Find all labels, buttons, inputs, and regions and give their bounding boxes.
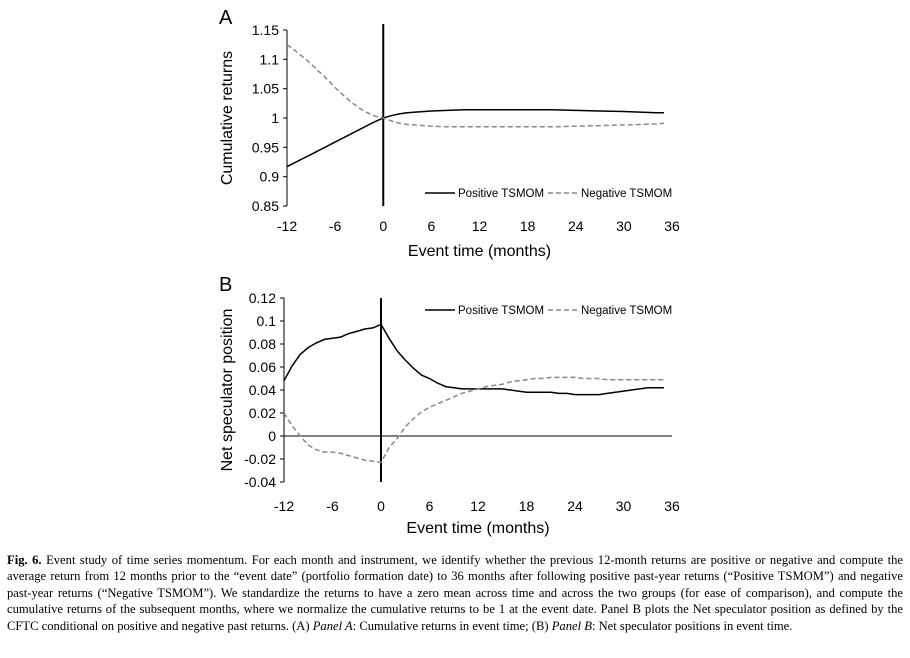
legend-label-positive: Positive TSMOM <box>458 305 544 317</box>
x-axis-label: Event time (months) <box>408 243 551 260</box>
x-tick-label: -6 <box>326 498 339 514</box>
y-tick-label: -0.02 <box>244 451 276 467</box>
x-tick-label: 0 <box>377 498 385 514</box>
x-tick-label: 36 <box>664 218 680 234</box>
y-tick-label: 1.1 <box>260 51 280 67</box>
caption-panel-a-text: : Cumulative returns in event time; (B) <box>352 618 552 633</box>
x-tick-label: 12 <box>472 218 488 234</box>
y-tick-label: 0.1 <box>257 313 277 329</box>
y-tick-label: 0.04 <box>249 382 276 398</box>
y-tick-label: 0.02 <box>249 405 276 421</box>
legend-label-negative: Negative TSMOM <box>581 305 672 317</box>
y-tick-label: 0.95 <box>252 139 279 155</box>
caption-panel-b-label: Panel B <box>551 618 592 633</box>
x-tick-label: 18 <box>519 498 535 514</box>
x-tick-label: 0 <box>379 218 387 234</box>
y-axis-label: Cumulative returns <box>219 51 236 185</box>
series-line-positive <box>286 109 664 168</box>
x-tick-label: 6 <box>427 218 435 234</box>
y-tick-label: 0.9 <box>260 169 280 185</box>
panel-letter: B <box>219 274 232 296</box>
panel-a-chart: A 0.85 0.9 0.95 1 1.05 1.1 1.15 -12 -6 0 6 12 18 24 30 3… <box>219 7 680 260</box>
panel-b-chart: B -0.04 -0.02 0 0.02 0.04 0.06 0.08 0.1 0.12 -12 -6… <box>219 274 680 537</box>
y-tick-label: 0.85 <box>252 198 279 214</box>
x-axis-label: Event time (months) <box>406 520 549 537</box>
x-tick-label: 6 <box>426 498 434 514</box>
y-tick-label: 0.12 <box>249 290 276 306</box>
y-tick-label: 0.06 <box>249 359 276 375</box>
series-line-negative <box>283 376 664 464</box>
y-tick-label: 1.05 <box>252 81 279 97</box>
caption-panel-a-label: Panel A <box>312 618 353 633</box>
panel-letter: A <box>219 7 233 29</box>
y-axis-label: Net speculator position <box>219 309 236 472</box>
x-tick-label: 12 <box>470 498 486 514</box>
series-line-negative <box>286 44 665 128</box>
series-line-positive <box>283 323 664 396</box>
legend-label-negative: Negative TSMOM <box>581 188 672 200</box>
x-tick-label: 18 <box>520 218 536 234</box>
x-tick-label: 30 <box>616 498 632 514</box>
y-tick-label: 0.08 <box>249 336 276 352</box>
x-tick-label: -6 <box>329 218 342 234</box>
x-tick-label: 24 <box>568 218 584 234</box>
y-tick-label: 1 <box>271 110 279 126</box>
x-tick-label: 30 <box>616 218 632 234</box>
x-tick-label: 24 <box>567 498 583 514</box>
y-tick-label: 1.15 <box>252 22 279 38</box>
x-tick-label: -12 <box>274 498 294 514</box>
figure: A 0.85 0.9 0.95 1 1.05 1.1 1.15 -12 -6 0 6 12 18 24 30 3… <box>219 7 680 537</box>
y-tick-label: 0 <box>268 428 276 444</box>
legend-label-positive: Positive TSMOM <box>458 188 544 200</box>
x-tick-label: 36 <box>664 498 680 514</box>
caption-text: Event study of time series momentum. For… <box>7 553 903 633</box>
figure-caption: Fig. 6. Event study of time series momen… <box>7 552 903 634</box>
caption-label: Fig. 6. <box>7 553 42 567</box>
x-tick-label: -12 <box>277 218 297 234</box>
y-tick-label: -0.04 <box>244 474 276 490</box>
caption-panel-b-text: : Net speculator positions in event time… <box>591 618 793 633</box>
